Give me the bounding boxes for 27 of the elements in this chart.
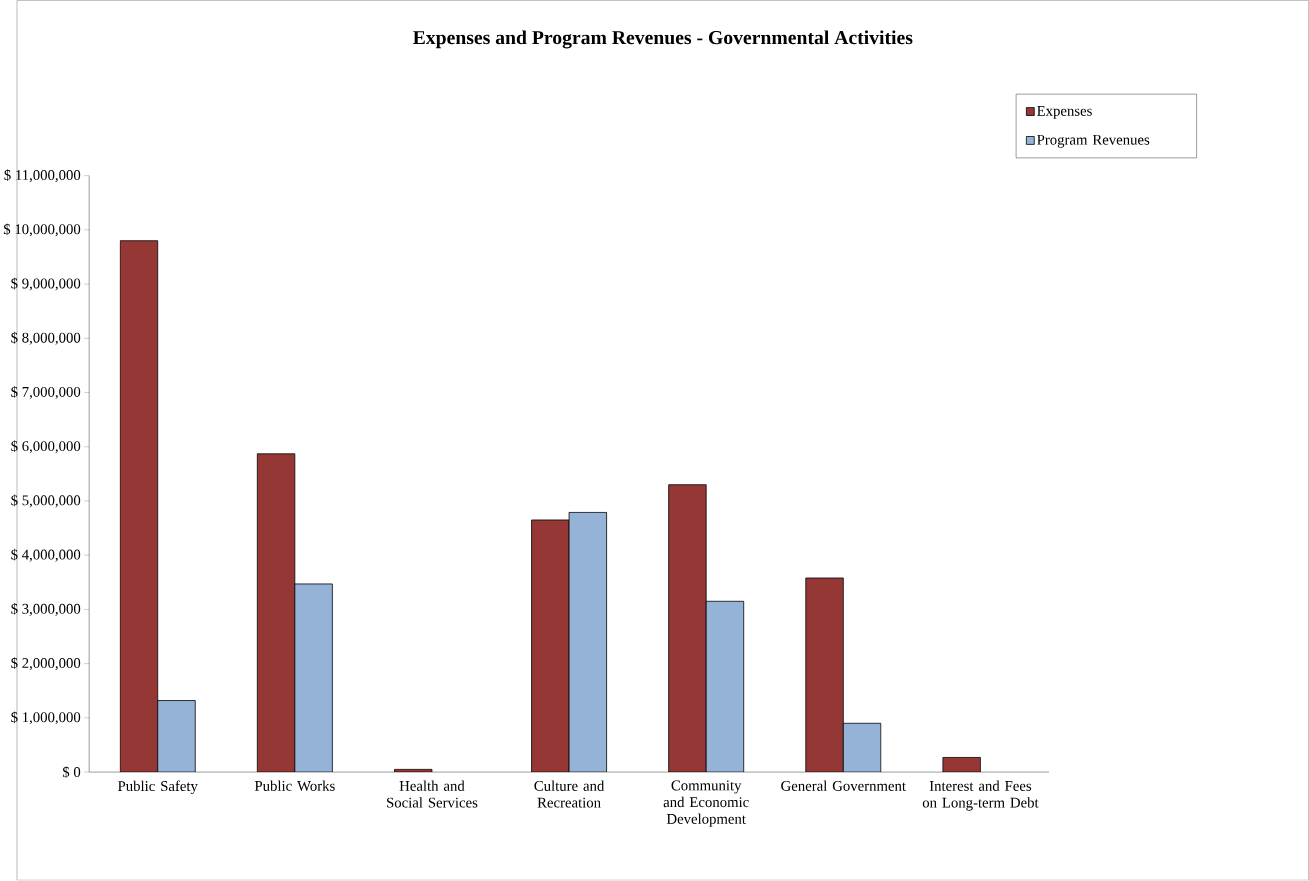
- y-tick-label: $ 11,000,000: [4, 169, 81, 183]
- x-tick-label: General Government: [781, 780, 906, 792]
- y-tick-label: $ 2,000,000: [11, 657, 81, 671]
- y-tick-label: $ 1,000,000: [11, 711, 81, 725]
- y-tick-label: $ 5,000,000: [11, 494, 81, 508]
- x-tick-label: Public Safety: [117, 780, 198, 795]
- x-tick-label: Health and Social Services: [387, 780, 478, 808]
- y-tick-label: $ 7,000,000: [11, 386, 81, 400]
- legend-label: Program Revenues: [1037, 135, 1150, 148]
- y-tick-label: $ 9,000,000: [11, 277, 81, 291]
- bar: [805, 577, 844, 773]
- y-tick-label: $ 6,000,000: [11, 440, 81, 454]
- y-tick-label: $ 10,000,000: [3, 223, 81, 237]
- x-tick-label: Community and Economic Development: [663, 780, 749, 828]
- bar: [119, 240, 159, 773]
- x-tick-label: Public Works: [254, 780, 335, 792]
- legend-label: Expenses: [1037, 106, 1092, 119]
- x-tick-label: Culture and Recreation: [534, 780, 605, 808]
- bar: [531, 519, 570, 773]
- bar: [668, 484, 707, 773]
- y-tick-label: $ 8,000,000: [11, 332, 81, 345]
- y-tick-label: $ 3,000,000: [11, 603, 81, 617]
- chart-title: Expenses and Program Revenues - Governmental Activities: [413, 30, 913, 49]
- y-tick-label: $ 4,000,000: [11, 548, 81, 562]
- y-tick-label: $ 0: [62, 766, 81, 779]
- bar: [256, 453, 296, 773]
- x-tick-label: Interest and Fees on Long-term Debt: [922, 780, 1039, 811]
